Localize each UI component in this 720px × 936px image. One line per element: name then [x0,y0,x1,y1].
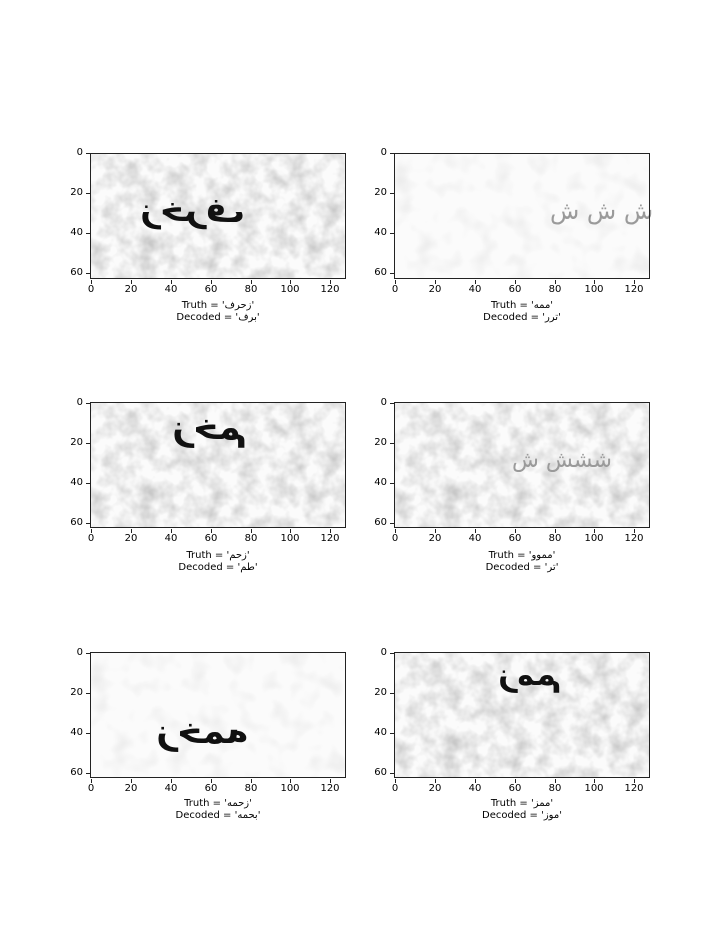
x-tick-label: 60 [503,779,527,794]
truth-label: Truth = 'ممه' [490,300,554,311]
y-tick-label: 0 [369,648,394,658]
x-tick-label: 80 [543,529,567,544]
truth-label: Truth = 'زحم' [186,550,250,561]
y-tick-label: 60 [369,768,394,778]
y-tick-label: 20 [369,688,394,698]
x-tick-label: 100 [582,779,606,794]
x-tick-label: 100 [278,529,302,544]
x-tick-label: 120 [622,280,646,295]
x-tick-label: 80 [239,280,263,295]
x-tick-label: 100 [278,779,302,794]
y-tick-label: 40 [65,728,90,738]
sample-panel-5: زخمه [90,652,346,778]
sample-panel-3: زخم [90,402,346,528]
x-tick-label: 60 [503,529,527,544]
x-tick-label: 40 [159,779,183,794]
x-tick-label: 0 [79,779,103,794]
x-tick-label: 20 [423,529,447,544]
y-tick-label: 40 [369,478,394,488]
x-tick-label: 40 [463,529,487,544]
y-tick-label: 60 [369,518,394,528]
y-tick-label: 0 [369,148,394,158]
x-tick-label: 60 [199,779,223,794]
plot-frame [90,652,346,778]
sample-panel-1: زخرف [90,153,346,279]
sample-panel-4: ششش ش [394,402,650,528]
x-tick-label: 100 [582,529,606,544]
x-tick-label: 0 [79,529,103,544]
x-tick-label: 120 [622,779,646,794]
y-tick-label: 20 [65,438,90,448]
truth-label: Truth = 'مموو' [488,550,556,561]
truth-label: Truth = 'ممز' [490,798,554,809]
x-tick-label: 40 [159,280,183,295]
x-tick-label: 40 [159,529,183,544]
x-tick-label: 100 [582,280,606,295]
noise-background [394,402,650,528]
x-tick-label: 0 [79,280,103,295]
decoded-label: Decoded = 'طم' [178,562,258,573]
x-tick-label: 20 [119,779,143,794]
plot-frame [394,652,650,778]
x-tick-label: 80 [239,779,263,794]
y-tick-label: 20 [65,688,90,698]
y-tick-label: 60 [65,768,90,778]
y-tick-label: 60 [65,268,90,278]
sample-panel-2: ش ش ش [394,153,654,279]
x-tick-label: 100 [278,280,302,295]
y-tick-label: 60 [65,518,90,528]
y-tick-label: 0 [65,398,90,408]
decoded-label: Decoded = 'برف' [176,312,260,323]
handwritten-word-image: ششش ش [512,448,612,473]
x-tick-label: 120 [318,529,342,544]
x-tick-label: 0 [383,280,407,295]
x-tick-label: 120 [622,529,646,544]
noise-background [394,652,650,778]
x-tick-label: 120 [318,280,342,295]
x-tick-label: 60 [199,529,223,544]
x-tick-label: 80 [543,779,567,794]
plot-frame [90,402,346,528]
sample-panel-6: زمم [394,652,650,778]
x-tick-label: 120 [318,779,342,794]
decoded-label: Decoded = 'ترر' [483,312,561,323]
noise-background [90,153,346,279]
y-tick-label: 20 [369,188,394,198]
decoded-label: Decoded = 'تر' [485,562,559,573]
y-tick-label: 40 [369,228,394,238]
x-tick-label: 20 [119,280,143,295]
y-tick-label: 0 [369,398,394,408]
x-tick-label: 0 [383,529,407,544]
x-tick-label: 0 [383,779,407,794]
x-tick-label: 80 [239,529,263,544]
plot-frame [394,153,650,279]
x-tick-label: 60 [199,280,223,295]
x-tick-label: 20 [119,529,143,544]
x-tick-label: 20 [423,779,447,794]
y-tick-label: 20 [65,188,90,198]
x-tick-label: 40 [463,280,487,295]
noise-background [90,402,346,528]
x-tick-label: 60 [503,280,527,295]
plot-frame [90,153,346,279]
noise-background [90,652,346,778]
y-tick-label: 40 [65,478,90,488]
truth-label: Truth = 'زحرف' [181,300,255,311]
decoded-label: Decoded = 'موز' [482,810,562,821]
x-tick-label: 20 [423,280,447,295]
y-tick-label: 20 [369,438,394,448]
x-tick-label: 40 [463,779,487,794]
y-tick-label: 0 [65,148,90,158]
handwritten-word-image: ش ش ش [550,197,654,225]
y-tick-label: 0 [65,648,90,658]
x-tick-label: 80 [543,280,567,295]
decoded-label: Decoded = 'بحمه' [175,810,261,821]
plot-frame [394,402,650,528]
y-tick-label: 40 [65,228,90,238]
noise-background [394,153,650,279]
truth-label: Truth = 'زحمه' [184,798,252,809]
y-tick-label: 60 [369,268,394,278]
y-tick-label: 40 [369,728,394,738]
